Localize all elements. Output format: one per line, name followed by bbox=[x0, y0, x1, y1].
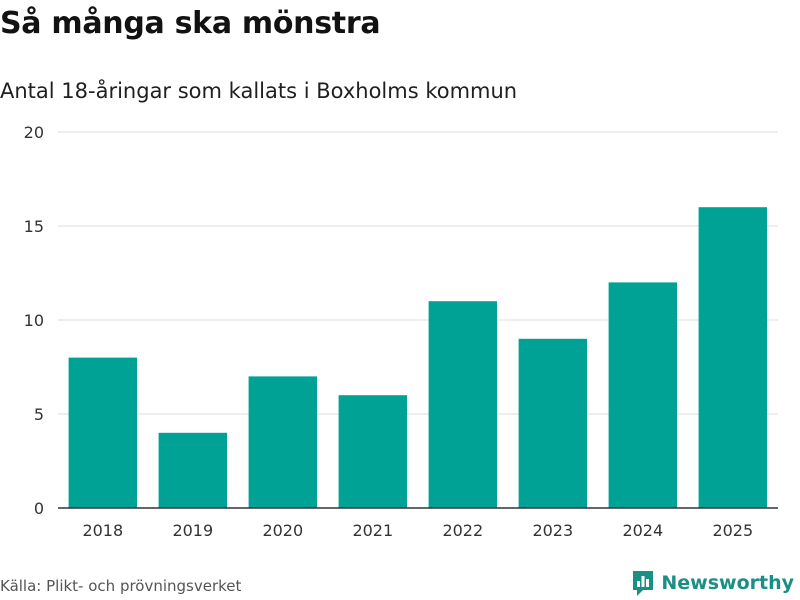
x-tick-label: 2021 bbox=[352, 521, 393, 540]
bar-2018 bbox=[68, 357, 137, 508]
y-tick-label: 20 bbox=[24, 123, 44, 142]
bar-2021 bbox=[338, 395, 407, 508]
x-tick-label: 2025 bbox=[712, 521, 753, 540]
bar-2025 bbox=[698, 207, 767, 508]
x-tick-label: 2018 bbox=[82, 521, 123, 540]
x-tick-label: 2023 bbox=[532, 521, 573, 540]
x-tick-label: 2024 bbox=[622, 521, 663, 540]
y-tick-label: 5 bbox=[34, 405, 44, 424]
bar-2020 bbox=[248, 376, 317, 508]
x-tick-label: 2019 bbox=[172, 521, 213, 540]
bar-2022 bbox=[428, 301, 497, 508]
y-tick-label: 0 bbox=[34, 499, 44, 518]
newsworthy-logo-icon bbox=[633, 571, 654, 596]
brand-logo: Newsworthy bbox=[631, 569, 794, 597]
y-tick-label: 15 bbox=[24, 217, 44, 236]
bar-2024 bbox=[608, 282, 677, 508]
bar-chart: 0 5 10 15 20 2018 2019 2020 2021 2022 2023 2024 2025 bbox=[24, 123, 778, 540]
chart-title: Så många ska mönstra bbox=[0, 6, 381, 41]
y-tick-label: 10 bbox=[24, 311, 44, 330]
source-note: Källa: Plikt- och prövningsverket bbox=[0, 577, 242, 595]
brand-name: Newsworthy bbox=[661, 572, 794, 594]
x-tick-label: 2022 bbox=[442, 521, 483, 540]
bar-2019 bbox=[158, 432, 227, 508]
chart-subtitle: Antal 18-åringar som kallats i Boxholms … bbox=[0, 79, 518, 103]
bar-2023 bbox=[518, 338, 587, 508]
x-tick-label: 2020 bbox=[262, 521, 303, 540]
